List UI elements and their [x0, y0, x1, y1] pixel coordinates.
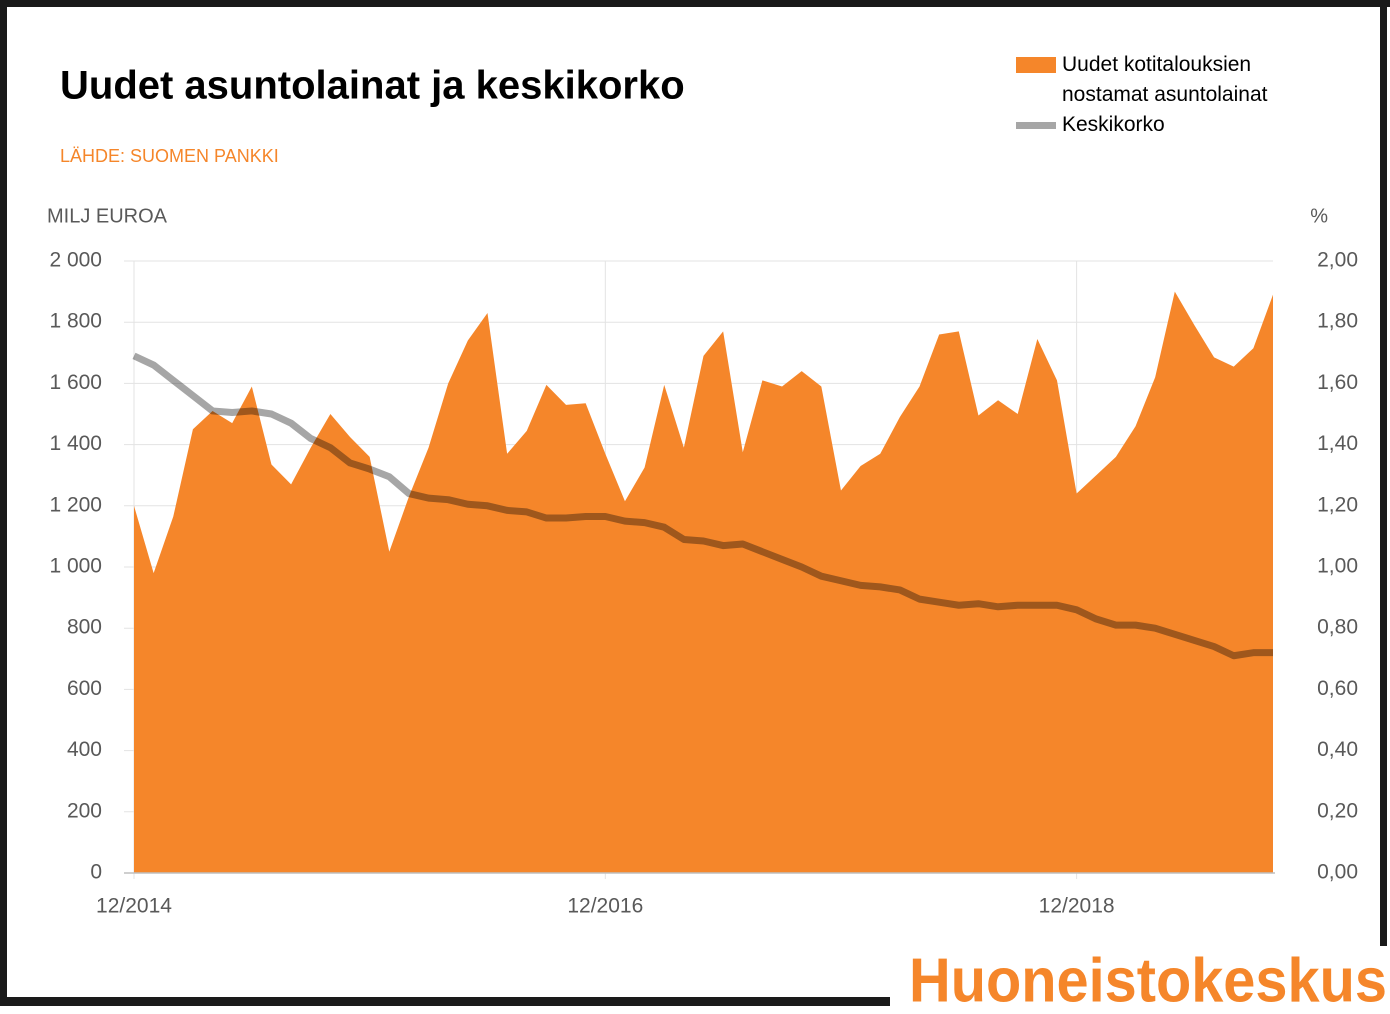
y-tick-label: 200: [67, 799, 102, 822]
legend-entry: Uudet kotitalouksien nostamat asuntolain…: [1016, 50, 1306, 110]
y-tick-label: 1 800: [49, 310, 102, 333]
legend-swatch: [1016, 122, 1056, 129]
y-tick-label: 600: [67, 677, 102, 700]
y2-tick-label: 1,40: [1317, 432, 1358, 455]
x-tick-label: 12/2016: [567, 895, 643, 918]
y-tick-label: 800: [67, 616, 102, 639]
area: [134, 291, 1273, 874]
chart-subtitle: LÄHDE: SUOMEN PANKKI: [60, 146, 279, 166]
y2-tick-label: 1,60: [1317, 371, 1358, 394]
y-tick-label: 1 000: [49, 555, 102, 578]
y2-tick-label: 0,20: [1317, 799, 1358, 822]
y-tick-label: 1 600: [49, 371, 102, 394]
chart-title: Uudet asuntolainat ja keskikorko: [60, 64, 685, 108]
legend-swatch: [1016, 57, 1056, 73]
frame-right: [1380, 0, 1387, 946]
y-tick-label: 400: [67, 738, 102, 761]
legend-label: Uudet kotitalouksien nostamat asuntolain…: [1062, 53, 1268, 106]
y-axis-title: MILJ EUROA: [47, 205, 168, 227]
frame-top: [0, 0, 1390, 7]
x-tick-label: 12/2018: [1039, 895, 1115, 918]
y2-tick-label: 0,40: [1317, 738, 1358, 761]
y-tick-label: 0: [90, 861, 102, 884]
y2-tick-label: 0,00: [1317, 861, 1358, 884]
y2-tick-label: 0,80: [1317, 616, 1358, 639]
brand-logo: Huoneistokeskus: [909, 946, 1387, 1014]
frame-left: [0, 0, 7, 1006]
y-tick-label: 1 400: [49, 432, 102, 455]
y-tick-label: 1 200: [49, 493, 102, 516]
legend-label: Keskikorko: [1062, 113, 1165, 136]
legend-entry: Keskikorko: [1016, 110, 1306, 140]
line: [132, 352, 1273, 660]
y2-tick-label: 1,80: [1317, 310, 1358, 333]
legend: Uudet kotitalouksien nostamat asuntolain…: [1016, 50, 1306, 140]
x-tick-label: 12/2014: [96, 895, 172, 918]
y2-tick-label: 1,00: [1317, 555, 1358, 578]
y-tick-label: 2 000: [49, 249, 102, 272]
y2-axis-title: %: [1310, 205, 1328, 227]
y2-tick-label: 1,20: [1317, 493, 1358, 516]
plot: 0 200 400 600 800 1 000 1 200 1 400 1 600 1 800 2 …: [49, 249, 1358, 918]
frame-bottom: [0, 997, 890, 1006]
y2-tick-label: 2,00: [1317, 249, 1358, 272]
y2-tick-label: 0,60: [1317, 677, 1358, 700]
